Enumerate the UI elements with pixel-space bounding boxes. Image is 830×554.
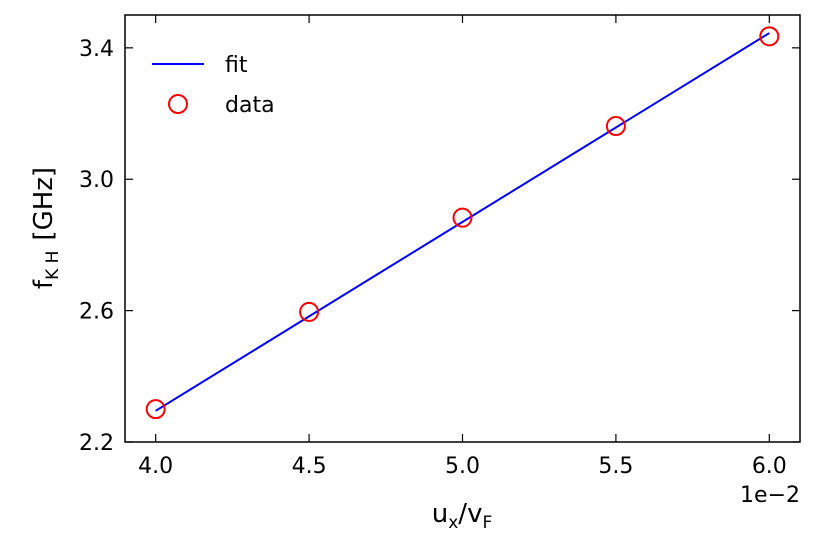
data-point (145, 399, 166, 420)
legend-data-swatch (168, 94, 188, 114)
y-tick-label: 2.2 (79, 431, 114, 456)
y-tick-label: 2.6 (79, 300, 114, 325)
series-layer (145, 26, 780, 420)
ticks: 4.0 4.5 5.0 5.5 6.0 2.2 2.6 3.0 3.4 (79, 15, 800, 479)
data-point (452, 207, 473, 228)
x-offset-text: 1e−2 (740, 483, 800, 508)
x-tick-label: 6.0 (752, 454, 787, 479)
data-point (605, 116, 626, 137)
legend: fit data (152, 53, 275, 118)
y-axis-label: fK H[GHz] (29, 167, 63, 289)
data-point (759, 26, 780, 47)
x-axis-label: ux/vF (432, 499, 492, 533)
x-tick-label: 4.0 (138, 454, 173, 479)
y-tick-label: 3.0 (79, 168, 114, 193)
x-tick-label: 4.5 (292, 454, 327, 479)
x-tick-label: 5.5 (598, 454, 633, 479)
fit-line (155, 32, 770, 412)
data-point (299, 301, 320, 322)
legend-data-label: data (225, 93, 275, 118)
plot-frame (124, 14, 801, 443)
y-tick-label: 3.4 (79, 37, 114, 62)
x-tick-label: 5.0 (445, 454, 480, 479)
legend-fit-label: fit (225, 53, 248, 78)
plot-background (125, 15, 800, 442)
